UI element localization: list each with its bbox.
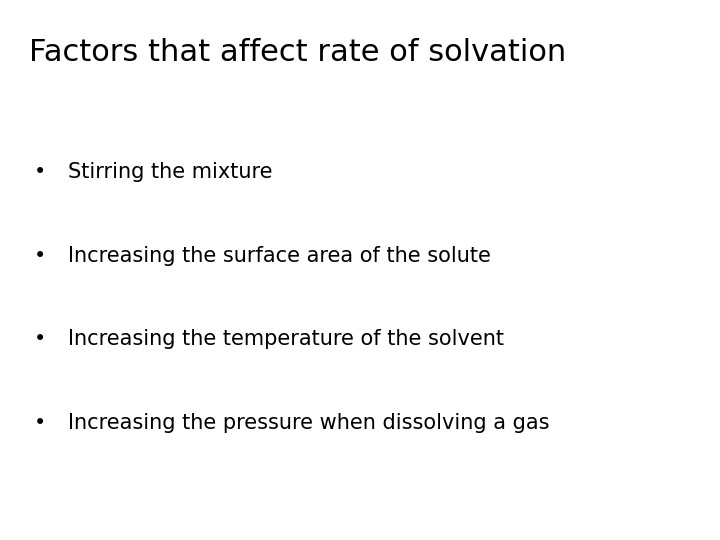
Text: Stirring the mixture: Stirring the mixture: [68, 162, 273, 182]
Text: Increasing the pressure when dissolving a gas: Increasing the pressure when dissolving …: [68, 413, 550, 433]
Text: •: •: [33, 329, 46, 349]
Text: Increasing the surface area of the solute: Increasing the surface area of the solut…: [68, 246, 491, 266]
Text: •: •: [33, 413, 46, 433]
Text: Increasing the temperature of the solvent: Increasing the temperature of the solven…: [68, 329, 505, 349]
Text: Factors that affect rate of solvation: Factors that affect rate of solvation: [29, 38, 566, 67]
Text: •: •: [33, 162, 46, 182]
Text: •: •: [33, 246, 46, 266]
